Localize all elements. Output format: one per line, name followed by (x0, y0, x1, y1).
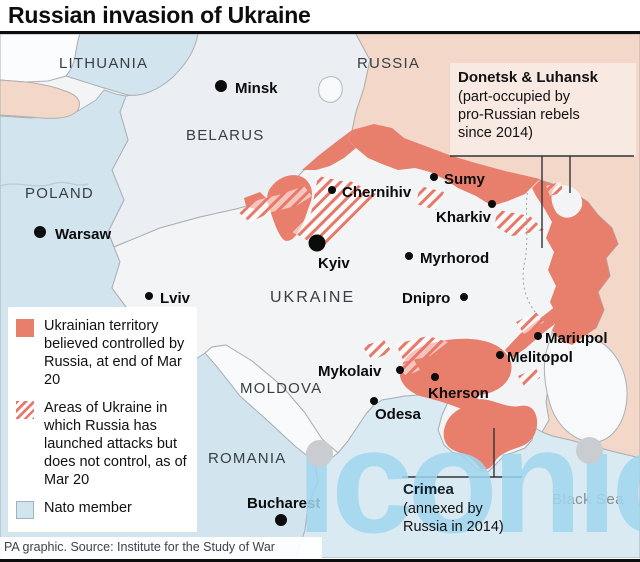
city-label: Chernihiv (342, 184, 412, 201)
attacked-hatch-swatch-icon (16, 401, 34, 419)
country-labels: LITHUANIA RUSSIA BELARUS POLAND UKRAINE … (25, 55, 624, 508)
donetsk-annotation-bg (450, 63, 636, 156)
controlled-areas (244, 124, 618, 470)
label-poland: POLAND (25, 185, 94, 202)
city-melitopol: Melitopol (496, 349, 573, 366)
legend-item-label: Nato member (44, 500, 132, 516)
page-title: Russian invasion of Ukraine (8, 2, 311, 28)
city-dot (370, 397, 378, 405)
city-label: Melitopol (507, 349, 573, 366)
city-lviv: Lviv (145, 290, 191, 307)
bottom-rule (0, 559, 640, 562)
legend-item-nato: Nato member (14, 499, 193, 519)
watermark-dot-icon (576, 437, 603, 464)
city-warsaw: Warsaw (34, 226, 111, 243)
oblast-boundary-dashed (522, 187, 546, 323)
city-sumy: Sumy (430, 171, 486, 188)
annotation-line: pro-Russian rebels (458, 107, 580, 123)
city-dot (145, 292, 153, 300)
label-ukraine: UKRAINE (270, 289, 355, 306)
donetsk-luhansk-annotation: Donetsk & Luhansk (part-occupied by pro-… (458, 69, 630, 142)
city-dot (488, 200, 496, 208)
city-chernihiv: Chernihiv (328, 184, 412, 201)
nato-swatch-icon (16, 501, 34, 519)
annotation-line: (annexed by (403, 501, 483, 517)
black-sea-shape (295, 392, 640, 558)
legend-item-controlled: Ukrainian territory believed controlled … (14, 317, 193, 389)
city-dot (308, 234, 326, 252)
city-label: Kherson (428, 385, 489, 402)
city-bucharest: Bucharest (247, 495, 320, 526)
city-label: Sumy (444, 171, 486, 188)
annotation-line: since 2014) (458, 125, 533, 141)
label-moldova: MOLDOVA (240, 380, 322, 397)
attacked-areas (238, 176, 564, 386)
crimea-pointer-lines (402, 428, 522, 478)
city-dot (396, 366, 404, 374)
city-label: Kharkiv (436, 209, 492, 226)
label-black-sea: Black Sea (552, 491, 624, 508)
city-label: Bucharest (247, 495, 320, 512)
city-myrhorod: Myrhorod (405, 250, 489, 267)
city-mariupol: Mariupol (534, 330, 608, 347)
annotation-title: Donetsk & Luhansk (458, 69, 599, 86)
city-dot (215, 80, 227, 92)
title-bar: Russian invasion of Ukraine (0, 0, 640, 34)
city-label: Lviv (160, 290, 191, 307)
city-dot (275, 514, 287, 526)
crimea-annotation: Crimea (annexed by Russia in 2014) (403, 481, 533, 536)
city-dot (430, 173, 438, 181)
annotation-line: Russia in 2014) (403, 519, 504, 535)
city-label: Dnipro (402, 290, 450, 307)
controlled-swatch-icon (16, 319, 34, 337)
source-credit: PA graphic. Source: Institute for the St… (0, 537, 322, 558)
donetsk-pointer-lines (450, 155, 634, 248)
city-label: Warsaw (55, 226, 111, 243)
label-romania: ROMANIA (208, 450, 286, 467)
city-mykolaiv: Mykolaiv (318, 363, 404, 380)
watermark-dot-icon (306, 440, 333, 467)
country-shape-lithuania (65, 34, 199, 96)
iconic-watermark: ıconıc (296, 399, 640, 562)
city-label: Myrhorod (420, 250, 489, 267)
city-markers: Minsk Warsaw Lviv Kyiv Chernihiv (34, 80, 608, 526)
city-dot (405, 252, 413, 260)
city-dot (431, 373, 439, 381)
city-label: Mykolaiv (318, 363, 382, 380)
city-kherson: Kherson (428, 373, 489, 402)
country-shape-kaliningrad (0, 79, 81, 119)
legend-item-label: Ukrainian territory believed controlled … (44, 318, 185, 388)
label-lithuania: LITHUANIA (59, 55, 148, 72)
city-label: Mariupol (545, 330, 608, 347)
lake-shape (318, 76, 343, 103)
legend-item-attacked: Areas of Ukraine in which Russia has lau… (14, 399, 193, 489)
city-dot (460, 293, 468, 301)
legend-item-label: Areas of Ukraine in which Russia has lau… (44, 400, 187, 488)
annotation-title: Crimea (403, 481, 454, 498)
label-russia: RUSSIA (357, 55, 420, 72)
city-dnipro: Dnipro (402, 290, 468, 307)
city-dot (496, 351, 504, 359)
label-belarus: BELARUS (186, 127, 264, 144)
city-label: Kyiv (318, 255, 350, 272)
city-label: Odesa (375, 406, 422, 423)
city-dot (328, 186, 336, 194)
city-minsk: Minsk (215, 80, 278, 97)
city-label: Minsk (235, 80, 278, 97)
annotation-line: (part-occupied by (458, 89, 571, 105)
river-line (0, 181, 89, 187)
city-kharkiv: Kharkiv (436, 200, 496, 226)
city-dot (34, 226, 46, 238)
city-odesa: Odesa (370, 397, 422, 423)
map-legend: Ukrainian territory believed controlled … (8, 307, 197, 532)
city-dot (534, 332, 542, 340)
city-kyiv: Kyiv (308, 234, 350, 272)
